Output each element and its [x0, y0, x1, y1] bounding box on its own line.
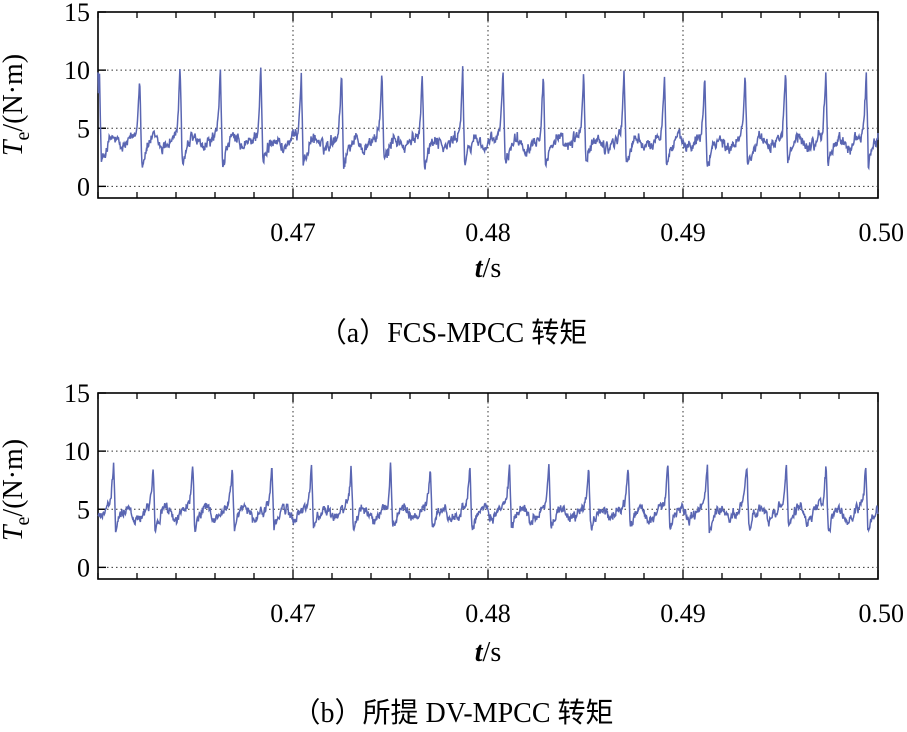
- torque-line-b: [97, 462, 879, 534]
- x-tick-label: 0.50: [859, 599, 905, 628]
- grid-b: [98, 393, 878, 579]
- x-tick-label: 0.50: [859, 218, 905, 247]
- y-tick-label: 0: [77, 172, 90, 201]
- y-tick-label: 10: [64, 56, 90, 85]
- ylabel-a-unit: /(N·m): [0, 54, 29, 132]
- xlabel-a: t/s: [475, 253, 501, 284]
- ylabel-a-text: Te/(N·m): [0, 54, 34, 156]
- ylabel-a: Te/(N·m): [0, 54, 34, 156]
- caption-a: （a）FCS-MPCC 转矩: [319, 317, 587, 349]
- ylabel-b-unit: /(N·m): [0, 439, 29, 517]
- xlabel-b-symbol: t: [475, 637, 484, 668]
- y-tick-label: 5: [77, 114, 90, 143]
- torque-line-a: [97, 66, 879, 171]
- caption-b: （b）所提 DV-MPCC 转矩: [292, 697, 613, 729]
- xlabel-a-unit: /s: [483, 253, 502, 284]
- ylabel-b: Te/(N·m): [0, 439, 34, 541]
- ticks-b: 0 5 10 15 0.47 0.48 0.49 0.50: [64, 379, 904, 628]
- grid-a: [98, 12, 878, 198]
- x-tick-label: 0.49: [660, 218, 706, 247]
- ylabel-b-text: Te/(N·m): [0, 439, 34, 541]
- xlabel-b: t/s: [475, 637, 501, 668]
- xlabel-b-unit: /s: [483, 637, 502, 668]
- x-tick-label: 0.47: [270, 218, 316, 247]
- x-tick-label: 0.48: [465, 218, 511, 247]
- y-tick-label: 5: [77, 495, 90, 524]
- y-tick-label: 15: [64, 0, 90, 27]
- x-tick-label: 0.47: [270, 599, 316, 628]
- xlabel-a-symbol: t: [475, 253, 484, 284]
- y-tick-label: 10: [64, 437, 90, 466]
- x-tick-label: 0.48: [465, 599, 511, 628]
- y-tick-label: 0: [77, 553, 90, 582]
- x-tick-label: 0.49: [660, 599, 706, 628]
- ylabel-b-symbol: T: [0, 523, 29, 541]
- ylabel-a-symbol: T: [0, 138, 29, 156]
- ticks-a: 0 5 10 15 0.47 0.48 0.49 0.50: [64, 0, 904, 247]
- ylabel-a-subscript: e: [12, 132, 34, 141]
- chart-panel-b: 0 5 10 15 0.47 0.48 0.49 0.50 Te/(N·m) t/s （b）所…: [0, 379, 904, 729]
- y-tick-label: 15: [64, 379, 90, 408]
- chart-panel-a: 0 5 10 15 0.47 0.48 0.49 0.50 Te/(N·m) t/s （a）F…: [0, 0, 904, 349]
- ylabel-b-subscript: e: [12, 517, 34, 526]
